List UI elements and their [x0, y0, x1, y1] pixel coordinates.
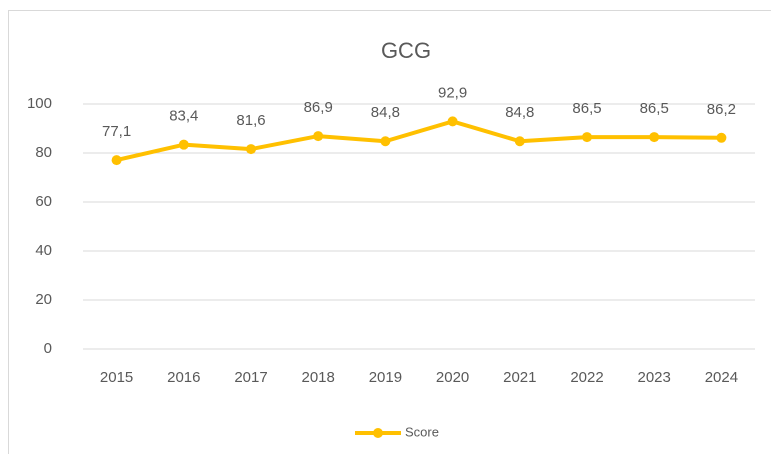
y-tick-label: 100 [27, 95, 52, 112]
data-label: 86,9 [304, 99, 333, 116]
legend-marker [373, 428, 383, 438]
data-label: 81,6 [236, 112, 265, 129]
data-label: 83,4 [169, 108, 198, 125]
x-tick-label: 2016 [167, 369, 200, 386]
x-tick-label: 2023 [638, 369, 671, 386]
point [178, 139, 189, 150]
data-label: 86,5 [640, 100, 669, 117]
point [514, 136, 525, 147]
x-tick-label: 2022 [570, 369, 603, 386]
series-line [116, 119, 722, 163]
chart-title: GCG [381, 38, 431, 63]
legend-label: Score [405, 424, 439, 439]
data-label: 84,8 [371, 104, 400, 121]
x-tick-label: 2018 [302, 369, 335, 386]
data-label: 86,2 [707, 101, 736, 118]
x-tick-label: 2017 [234, 369, 267, 386]
point [246, 144, 256, 155]
x-tick-label: 2024 [705, 369, 738, 386]
point [313, 131, 324, 142]
data-label: 84,8 [505, 104, 534, 121]
y-tick-label: 0 [44, 340, 52, 357]
x-tick-label: 2021 [503, 369, 536, 386]
chart-border [8, 10, 771, 454]
y-tick-label: 20 [35, 291, 52, 308]
x-tick-label: 2015 [100, 369, 133, 386]
data-label: 86,5 [572, 100, 601, 117]
data-label: 92,9 [438, 84, 467, 101]
data-label: 77,1 [102, 123, 131, 140]
point [716, 132, 727, 143]
x-tick-label: 2019 [369, 369, 402, 386]
y-tick-label: 40 [35, 242, 52, 259]
y-tick-label: 60 [35, 193, 52, 210]
x-tick-label: 2020 [436, 369, 469, 386]
y-tick-label: 80 [35, 144, 52, 161]
point [111, 155, 122, 166]
point [447, 116, 458, 127]
point [380, 136, 391, 147]
point [649, 132, 660, 143]
point [582, 132, 592, 143]
